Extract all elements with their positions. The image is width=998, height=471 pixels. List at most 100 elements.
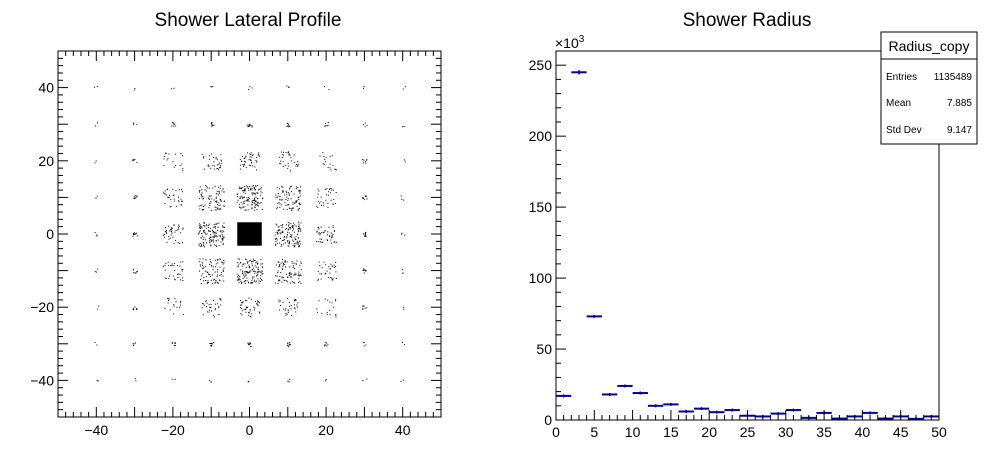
scatter-point [240, 187, 242, 189]
scatter-point [278, 301, 280, 303]
scatter-point [209, 345, 211, 347]
scatter-point [252, 199, 254, 201]
scatter-cell [324, 341, 329, 347]
y-exponent-label: ×103 [555, 34, 585, 51]
scatter-point [136, 162, 138, 163]
scatter-point [174, 342, 176, 344]
scatter-cell [248, 86, 253, 91]
scatter-point [215, 280, 217, 282]
scatter-point [240, 207, 242, 209]
scatter-point [280, 163, 282, 165]
scatter-point [329, 272, 331, 274]
scatter-point [210, 279, 212, 281]
scatter-point [241, 196, 243, 198]
scatter-point [134, 88, 136, 89]
scatter-point [279, 229, 281, 231]
scatter-point [180, 153, 182, 154]
scatter-point [133, 124, 135, 126]
scatter-point [203, 231, 205, 233]
scatter-point [277, 270, 279, 272]
x-tick-label: 10 [625, 424, 641, 440]
scatter-point [256, 161, 258, 163]
scatter-point [217, 208, 219, 210]
scatter-point [253, 276, 255, 278]
scatter-point [247, 200, 249, 202]
scatter-point [168, 278, 170, 280]
scatter-point [365, 236, 367, 237]
scatter-point [300, 186, 301, 188]
scatter-point [134, 234, 136, 235]
scatter-point [328, 266, 330, 268]
scatter-point [283, 239, 284, 241]
scatter-point [281, 281, 283, 283]
stats-box-title: Radius_copy [889, 38, 970, 54]
scatter-point [319, 241, 321, 243]
scatter-point [180, 204, 182, 206]
scatter-point [218, 190, 220, 192]
scatter-point [208, 195, 210, 197]
shower-radius-ticks [555, 50, 940, 421]
scatter-point [203, 237, 205, 239]
scatter-point [283, 151, 284, 153]
scatter-point [244, 163, 245, 165]
scatter-point [218, 191, 220, 193]
scatter-point [179, 165, 181, 167]
scatter-point [217, 262, 219, 264]
scatter-point [333, 230, 335, 232]
scatter-point [181, 270, 183, 272]
scatter-point [205, 227, 207, 229]
scatter-point [298, 271, 300, 273]
scatter-point [207, 164, 209, 166]
scatter-point [288, 193, 290, 195]
scatter-point [325, 188, 327, 190]
scatter-point [246, 197, 248, 199]
scatter-point [222, 244, 224, 245]
scatter-point [279, 162, 281, 164]
scatter-point [285, 313, 287, 315]
scatter-point [199, 190, 201, 192]
scatter-point [319, 273, 321, 275]
scatter-point [249, 125, 251, 127]
scatter-point [284, 280, 286, 281]
scatter-cell [287, 378, 291, 383]
scatter-point [364, 122, 366, 124]
scatter-point [214, 226, 216, 227]
scatter-point [220, 160, 222, 162]
scatter-point [363, 345, 365, 347]
scatter-point [182, 277, 183, 279]
scatter-point [248, 197, 250, 199]
scatter-point [175, 165, 177, 167]
scatter-point [243, 200, 245, 202]
scatter-point [326, 239, 328, 241]
scatter-point [276, 243, 278, 245]
scatter-point [251, 188, 253, 190]
scatter-point [202, 242, 204, 243]
scatter-point [207, 226, 209, 228]
scatter-point [287, 228, 289, 230]
scatter-point [285, 224, 287, 226]
scatter-point [237, 199, 239, 201]
scatter-point [262, 266, 264, 268]
histogram-bin [586, 314, 602, 318]
scatter-point [254, 189, 256, 191]
scatter-point [300, 222, 302, 224]
scatter-point [255, 266, 257, 268]
scatter-point [242, 164, 244, 166]
scatter-point [173, 265, 175, 266]
scatter-point [239, 276, 241, 277]
scatter-point [172, 236, 174, 238]
scatter-point [201, 204, 203, 206]
scatter-point [211, 343, 213, 345]
scatter-cell [401, 232, 406, 236]
scatter-point [216, 200, 218, 202]
scatter-point [247, 199, 249, 201]
scatter-point [287, 167, 289, 169]
scatter-point [174, 231, 176, 233]
scatter-point [171, 122, 173, 124]
scatter-point [168, 153, 170, 155]
y-tick-label: −40 [30, 372, 54, 388]
scatter-cell [239, 152, 260, 171]
scatter-point [317, 206, 319, 208]
scatter-point [299, 241, 301, 242]
scatter-point [216, 168, 218, 170]
